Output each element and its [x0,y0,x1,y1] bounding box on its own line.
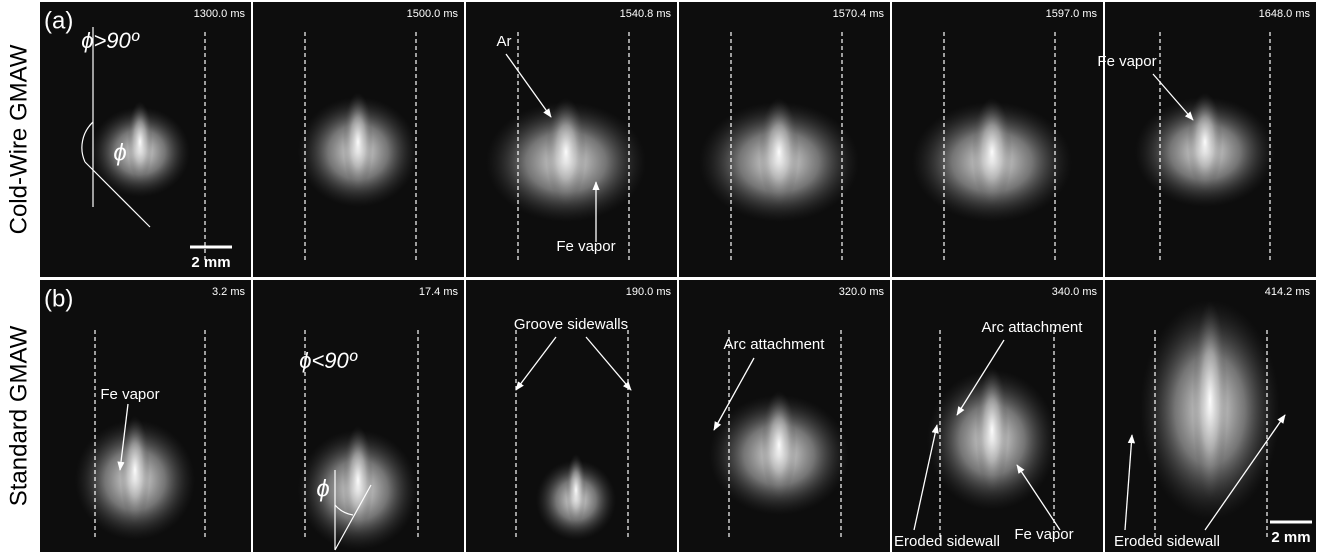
panel-letter: (a) [44,7,73,34]
annotation: Fe vapor [1097,53,1156,70]
annotation: Ar [497,33,512,50]
timestamp: 1648.0 ms [1259,8,1311,20]
annotation: Arc attachment [982,319,1084,336]
scale-bar-label: 2 mm [191,254,230,271]
timestamp: 190.0 ms [626,286,672,298]
image-panel: 1540.8 ms Ar Fe vapor [466,2,677,277]
image-panel: 1300.0 ms ϕ>90º ϕ (a) 2 mm [40,2,251,277]
image-panel: 17.4 ms ϕ<90º ϕ [253,280,464,552]
annotation: ϕ [113,139,126,166]
image-panel: 340.0 ms Arc attachment Fe vapor Eroded sid… [892,280,1103,552]
annotation: Groove sidewalls [514,316,628,333]
arc-core [762,391,797,499]
row-label: Standard GMAW [5,325,32,506]
image-panel: 190.0 ms Groove sidewalls [466,280,677,552]
image-panel: 3.2 ms Fe vapor (b) [40,280,251,552]
image-panel: 1500.0 ms [253,2,464,277]
image-panel: 320.0 ms Arc attachment [679,280,890,552]
arc-core [343,426,373,534]
annotation: Fe vapor [556,238,615,255]
timestamp: 1570.4 ms [833,8,885,20]
image-panel: 414.2 ms Eroded sidewall 2 mm [1105,280,1316,552]
arc-core [343,93,373,192]
timestamp: 340.0 ms [1052,286,1098,298]
arc-core [976,367,1009,493]
arc-core [1193,301,1228,499]
timestamp: 1597.0 ms [1046,8,1098,20]
arc-core [1188,93,1223,192]
panel-letter: (b) [44,285,73,312]
image-panel: 1597.0 ms [892,2,1103,277]
timestamp: 414.2 ms [1265,286,1311,298]
annotation: Eroded sidewall [1114,533,1220,550]
annotation: Eroded sidewall [894,533,1000,550]
annotation: Fe vapor [100,386,159,403]
image-panel: 1648.0 ms Fe vapor [1097,2,1316,277]
annotation: Arc attachment [724,336,826,353]
timestamp: 17.4 ms [419,286,459,298]
timestamp: 1500.0 ms [407,8,459,20]
timestamp: 320.0 ms [839,286,885,298]
arc-core [566,454,586,526]
timestamp: 3.2 ms [212,286,246,298]
annotation: Fe vapor [1014,526,1073,543]
timestamp: 1300.0 ms [194,8,246,20]
arc-core [972,98,1012,206]
arc-core [759,98,799,206]
annotation: ϕ [316,475,329,502]
annotation: ϕ<90º [299,348,358,373]
arc-core [546,98,586,206]
image-panel: 1570.4 ms [679,2,890,277]
timestamp: 1540.8 ms [620,8,672,20]
annotation: ϕ>90º [81,28,140,53]
row-label: Cold-Wire GMAW [5,44,32,234]
figure: Cold-Wire GMAW 1300.0 ms ϕ>90º ϕ (a) 2 mm 1500… [0,0,1317,554]
arc-core [128,102,153,183]
scale-bar-label: 2 mm [1271,529,1310,546]
